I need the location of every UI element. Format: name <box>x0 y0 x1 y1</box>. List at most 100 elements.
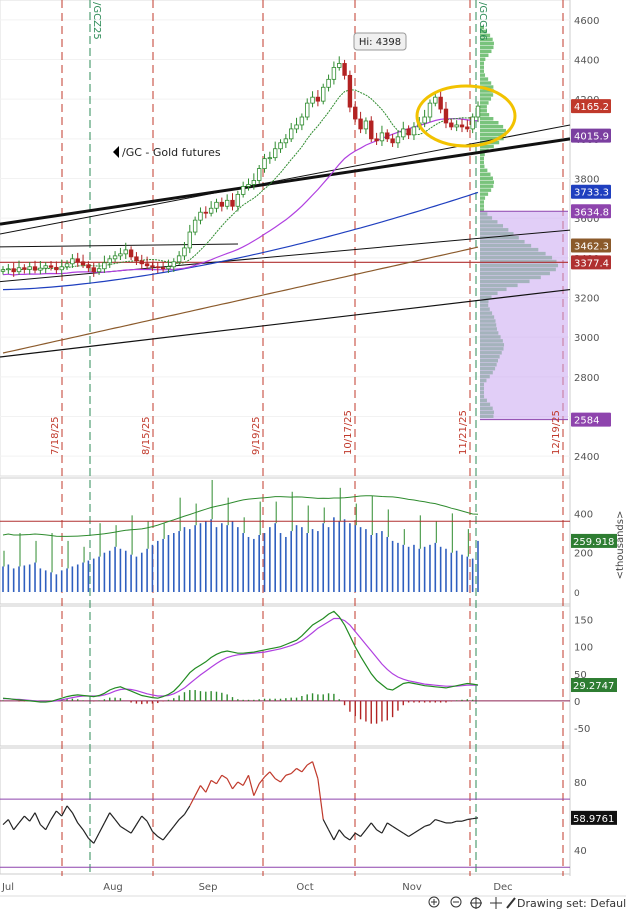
price-label-pill <box>571 99 611 114</box>
rsi-line-segment <box>424 824 431 827</box>
ma-20-line <box>2 89 479 271</box>
candle-body <box>353 106 358 120</box>
x-label-dec: Dec <box>493 882 512 893</box>
volume-profile-bar <box>480 144 494 149</box>
rsi-line-segment <box>338 829 346 837</box>
volume-profile-bar <box>480 29 487 34</box>
rsi-line-segment <box>7 819 15 831</box>
candle-body <box>230 199 235 207</box>
volume-profile-bar <box>480 37 493 42</box>
candle-body <box>379 132 385 142</box>
price-panel[interactable] <box>0 0 571 477</box>
trendline-upper-bold <box>0 137 571 226</box>
candle-body <box>358 118 363 130</box>
price-label-pill <box>571 184 611 199</box>
volume-unit-label: <thousands> <box>615 511 626 580</box>
x-label-oct: Oct <box>296 882 313 893</box>
rsi-line-segment <box>221 774 228 780</box>
zoom-in-icon[interactable] <box>428 896 440 908</box>
candle-body <box>331 67 337 80</box>
volume-profile-bar <box>480 204 484 208</box>
candle-body <box>155 266 160 269</box>
candle-body <box>438 96 443 110</box>
candle-body <box>256 168 262 181</box>
volume-profile-bar <box>480 168 488 173</box>
rsi-line-segment <box>157 836 164 841</box>
rsi-line-segment <box>29 812 36 822</box>
draw-line-icon[interactable] <box>506 897 516 909</box>
candle-body <box>294 124 299 130</box>
volume-profile-bar <box>480 172 491 177</box>
macd-signal-line <box>3 617 478 702</box>
rsi-line-segment <box>61 805 68 817</box>
candle-body <box>443 108 449 124</box>
price-label-pill <box>571 412 611 427</box>
price-label-text: 3462.3 <box>574 241 609 252</box>
price-tick-label: 3800 <box>574 175 599 186</box>
event-date-label: 7/18/25 <box>50 416 61 455</box>
ma-50-line <box>2 118 479 276</box>
candle-body <box>422 116 427 124</box>
price-label-text: 3733.3 <box>574 188 609 199</box>
rsi-line-segment <box>328 829 335 841</box>
value-area-box <box>480 211 568 420</box>
candle-body <box>112 255 118 260</box>
rsi-line-segment <box>386 822 393 827</box>
candle-body <box>16 267 22 273</box>
rsi-line-segment <box>125 829 132 834</box>
rsi-line-segment <box>178 813 185 820</box>
candle-body <box>70 258 75 265</box>
rsi-panel[interactable] <box>0 747 571 875</box>
rsi-line-segment <box>253 783 260 796</box>
volume-panel[interactable] <box>0 477 571 605</box>
candle-body <box>86 264 91 269</box>
candle-body <box>272 148 278 159</box>
candle-body <box>123 249 128 255</box>
rsi-line-segment <box>354 832 361 838</box>
rsi-line-segment <box>167 825 175 834</box>
candle-body <box>321 86 326 102</box>
volume-profile-bar <box>480 81 492 85</box>
x-label-jul: Jul <box>1 882 14 893</box>
volume-profile-bar <box>480 49 492 54</box>
candle-body <box>310 96 315 104</box>
macd-panel[interactable] <box>0 605 571 747</box>
rsi-line-segment <box>130 824 137 834</box>
rsi-line-segment <box>360 829 367 837</box>
candle-body <box>198 211 203 221</box>
ma-200-line <box>2 246 479 354</box>
rsi-line-segment <box>183 805 191 815</box>
candle-body <box>449 122 454 128</box>
volume-profile-bar <box>480 93 494 97</box>
candle-body <box>315 96 321 102</box>
price-label-text: 3377.4 <box>574 258 609 269</box>
volume-profile-bar <box>480 188 492 192</box>
volume-tick-label: 200 <box>574 549 593 560</box>
price-label-text: 2584 <box>574 416 599 427</box>
rsi-line-segment <box>114 819 121 827</box>
rsi-line-segment <box>451 820 457 824</box>
rsi-line-segment <box>370 822 378 831</box>
pan-icon[interactable] <box>490 897 502 909</box>
volume-profile-bar <box>480 117 494 121</box>
rsi-line-segment <box>290 767 297 774</box>
zoom-out-icon[interactable] <box>450 896 462 908</box>
volume-profile-bar <box>480 152 485 157</box>
candle-body <box>470 116 475 130</box>
rsi-line-segment <box>264 771 271 778</box>
contract-roll-label: /GCZ25 <box>91 2 102 40</box>
rsi-line-segment <box>23 815 31 822</box>
drawing-set-label[interactable]: Drawing set: Default <box>517 897 626 910</box>
rsi-line-segment <box>274 778 281 783</box>
price-tick-label: 3000 <box>574 333 599 344</box>
volume-profile-bar <box>480 65 484 69</box>
candle-body <box>337 63 342 68</box>
crosshair-icon[interactable] <box>470 897 482 909</box>
collapse-arrow-icon[interactable] <box>113 146 119 158</box>
volume-profile-bar <box>480 61 484 65</box>
rsi-line-segment <box>87 837 95 844</box>
volume-profile-bar <box>480 57 486 61</box>
candle-body <box>251 180 257 185</box>
rsi-line-segment <box>435 818 441 822</box>
